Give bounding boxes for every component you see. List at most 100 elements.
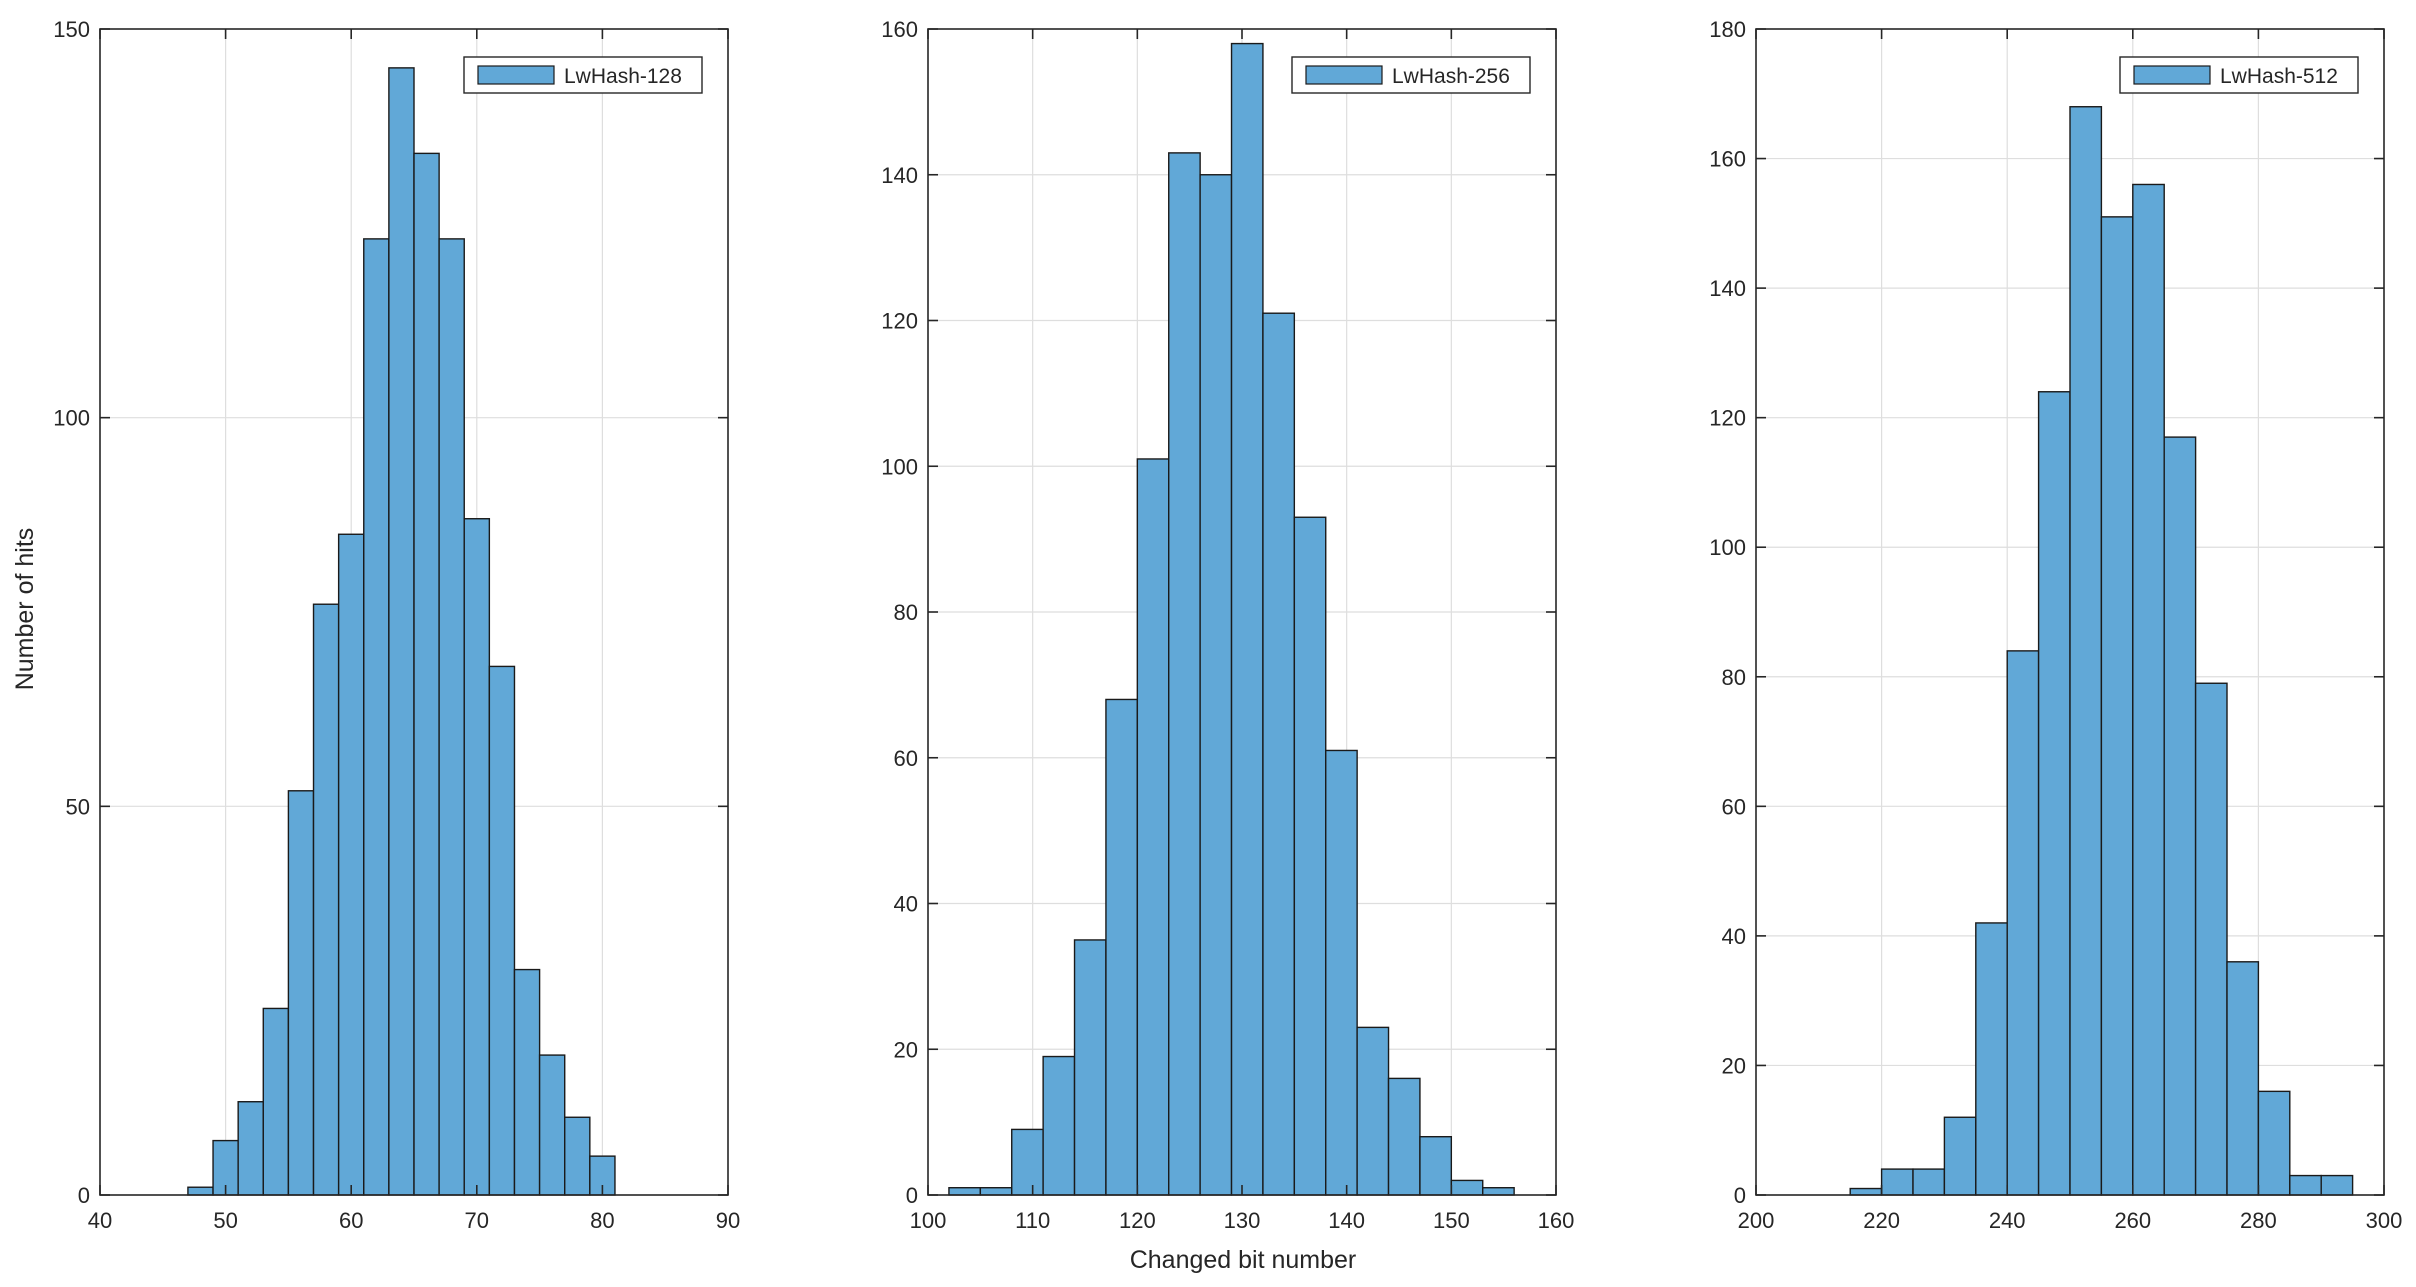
y-tick-label: 40 [894, 892, 918, 917]
x-tick-label: 60 [339, 1208, 363, 1233]
y-tick-label: 60 [1722, 794, 1746, 819]
histogram-bar [513, 968, 541, 1196]
y-tick-label: 0 [1734, 1183, 1746, 1208]
histogram-bar [1482, 1187, 1515, 1196]
histogram-bar [438, 238, 465, 1196]
x-axis-label: Changed bit number [1130, 1246, 1357, 1274]
panels: 40 50 60 70 80 90 0 50 100 150 LwHash-128 100 110 120… [53, 17, 2402, 1233]
histogram-bar [1073, 939, 1107, 1196]
histogram-bar [237, 1101, 264, 1196]
x-tick-label: 100 [910, 1208, 947, 1233]
x-tick-label: 110 [1015, 1208, 1050, 1233]
y-tick-label: 140 [1709, 276, 1746, 301]
histogram-bar [1230, 42, 1264, 1196]
x-tick-label: 220 [1863, 1208, 1900, 1233]
histogram-bar [979, 1187, 1013, 1196]
x-tick-label: 130 [1224, 1208, 1261, 1233]
y-tick-label: 160 [1709, 147, 1746, 172]
y-tick-label: 100 [53, 406, 90, 431]
histogram-bar [538, 1054, 566, 1196]
panel-2: 100 110 120 130 140 150 160 0 20 40 60 80 100 120 140 1… [881, 17, 1574, 1233]
histogram-bar [2226, 961, 2260, 1196]
x-tick-label: 120 [1119, 1208, 1156, 1233]
histogram-bar [2289, 1174, 2322, 1196]
histogram-bar [1293, 516, 1327, 1196]
x-tick-label: 80 [590, 1208, 614, 1233]
histogram-bar [2194, 682, 2228, 1196]
legend-swatch [1305, 65, 1383, 85]
histogram-bar [463, 518, 491, 1196]
y-tick-label: 20 [894, 1037, 918, 1062]
histogram-bar [2037, 391, 2071, 1196]
histogram-bar [1356, 1026, 1390, 1196]
y-tick-label: 40 [1722, 924, 1746, 949]
y-tick-label: 60 [894, 746, 918, 771]
axes-box [1755, 28, 2385, 1196]
histogram-bar [287, 790, 315, 1196]
y-tick-label: 120 [881, 309, 918, 334]
y-tick-label: 20 [1722, 1053, 1746, 1078]
y-tick-label: 120 [1709, 406, 1746, 431]
legend-swatch [2133, 65, 2211, 85]
legend-swatch [477, 65, 555, 85]
histogram-bar [363, 238, 390, 1196]
panel-3: 200 220 240 260 280 300 0 20 40 60 80 100 120 140 160 1… [1709, 17, 2402, 1233]
histogram-bar [2006, 650, 2040, 1196]
histogram-bar [1011, 1128, 1044, 1196]
axes-box [99, 28, 729, 1196]
legend: LwHash-256 [1291, 56, 1531, 94]
histogram-bar [2100, 216, 2134, 1196]
legend-label: LwHash-512 [2220, 65, 2338, 88]
histogram-bar [948, 1187, 982, 1196]
y-tick-label: 50 [66, 794, 90, 819]
histogram-bar [1943, 1116, 1977, 1196]
histogram-bar [1042, 1055, 1076, 1196]
x-tick-label: 40 [88, 1208, 112, 1233]
histogram-bar [388, 67, 415, 1196]
histogram-bar [2257, 1090, 2291, 1196]
legend: LwHash-128 [463, 56, 703, 94]
legend-label: LwHash-256 [1392, 65, 1510, 88]
histogram-bar [1912, 1168, 1946, 1196]
histogram-bar [2132, 183, 2165, 1196]
y-tick-label: 180 [1709, 17, 1746, 42]
y-tick-label: 150 [53, 17, 90, 42]
histogram-bar [1450, 1179, 1484, 1196]
histogram-bar [1419, 1135, 1453, 1196]
x-tick-label: 70 [465, 1208, 489, 1233]
x-tick-label: 150 [1433, 1208, 1470, 1233]
histogram-bar [1387, 1077, 1421, 1196]
histogram-bar [1325, 749, 1358, 1196]
histogram-bar [1105, 698, 1139, 1196]
x-tick-label: 200 [1738, 1208, 1775, 1233]
y-axis-label: Number of hits [11, 528, 39, 691]
y-tick-label: 160 [881, 17, 918, 42]
y-tick-label: 80 [894, 600, 918, 625]
y-tick-label: 0 [906, 1183, 918, 1208]
x-tick-label: 50 [213, 1208, 237, 1233]
y-tick-label: 100 [881, 454, 918, 479]
histogram-bar [2163, 436, 2197, 1196]
histogram-bar [1136, 458, 1170, 1196]
histogram-bar [312, 603, 340, 1196]
x-tick-label: 240 [1989, 1208, 2026, 1233]
histogram-bar [1880, 1168, 1914, 1196]
histogram-bar [262, 1007, 290, 1196]
histogram-bar [2320, 1174, 2354, 1196]
histogram-bar [187, 1186, 214, 1196]
histogram-bar [1262, 312, 1296, 1196]
x-tick-label: 90 [716, 1208, 740, 1233]
histogram-bar [488, 665, 516, 1196]
histogram-bar [1199, 174, 1233, 1196]
y-tick-label: 80 [1722, 665, 1746, 690]
histogram-bar [2069, 106, 2103, 1196]
x-tick-label: 260 [2114, 1208, 2151, 1233]
histogram-bar [413, 152, 440, 1196]
panel-1: 40 50 60 70 80 90 0 50 100 150 LwHash-128 [53, 17, 740, 1233]
x-tick-label: 160 [1538, 1208, 1575, 1233]
y-tick-label: 100 [1709, 535, 1746, 560]
x-tick-label: 140 [1328, 1208, 1365, 1233]
y-tick-label: 0 [78, 1183, 90, 1208]
histogram-bar [1975, 922, 2008, 1196]
